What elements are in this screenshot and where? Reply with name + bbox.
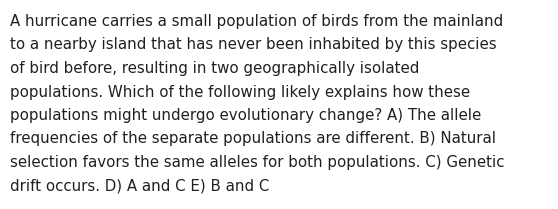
Text: populations might undergo evolutionary change? A) The allele: populations might undergo evolutionary c… [10, 108, 481, 123]
Text: to a nearby island that has never been inhabited by this species: to a nearby island that has never been i… [10, 37, 497, 52]
Text: of bird before, resulting in two geographically isolated: of bird before, resulting in two geograp… [10, 61, 420, 76]
Text: populations. Which of the following likely explains how these: populations. Which of the following like… [10, 84, 470, 99]
Text: A hurricane carries a small population of birds from the mainland: A hurricane carries a small population o… [10, 14, 503, 29]
Text: frequencies of the separate populations are different. B) Natural: frequencies of the separate populations … [10, 131, 496, 147]
Text: drift occurs. D) A and C E) B and C: drift occurs. D) A and C E) B and C [10, 178, 270, 194]
Text: selection favors the same alleles for both populations. C) Genetic: selection favors the same alleles for bo… [10, 155, 504, 170]
